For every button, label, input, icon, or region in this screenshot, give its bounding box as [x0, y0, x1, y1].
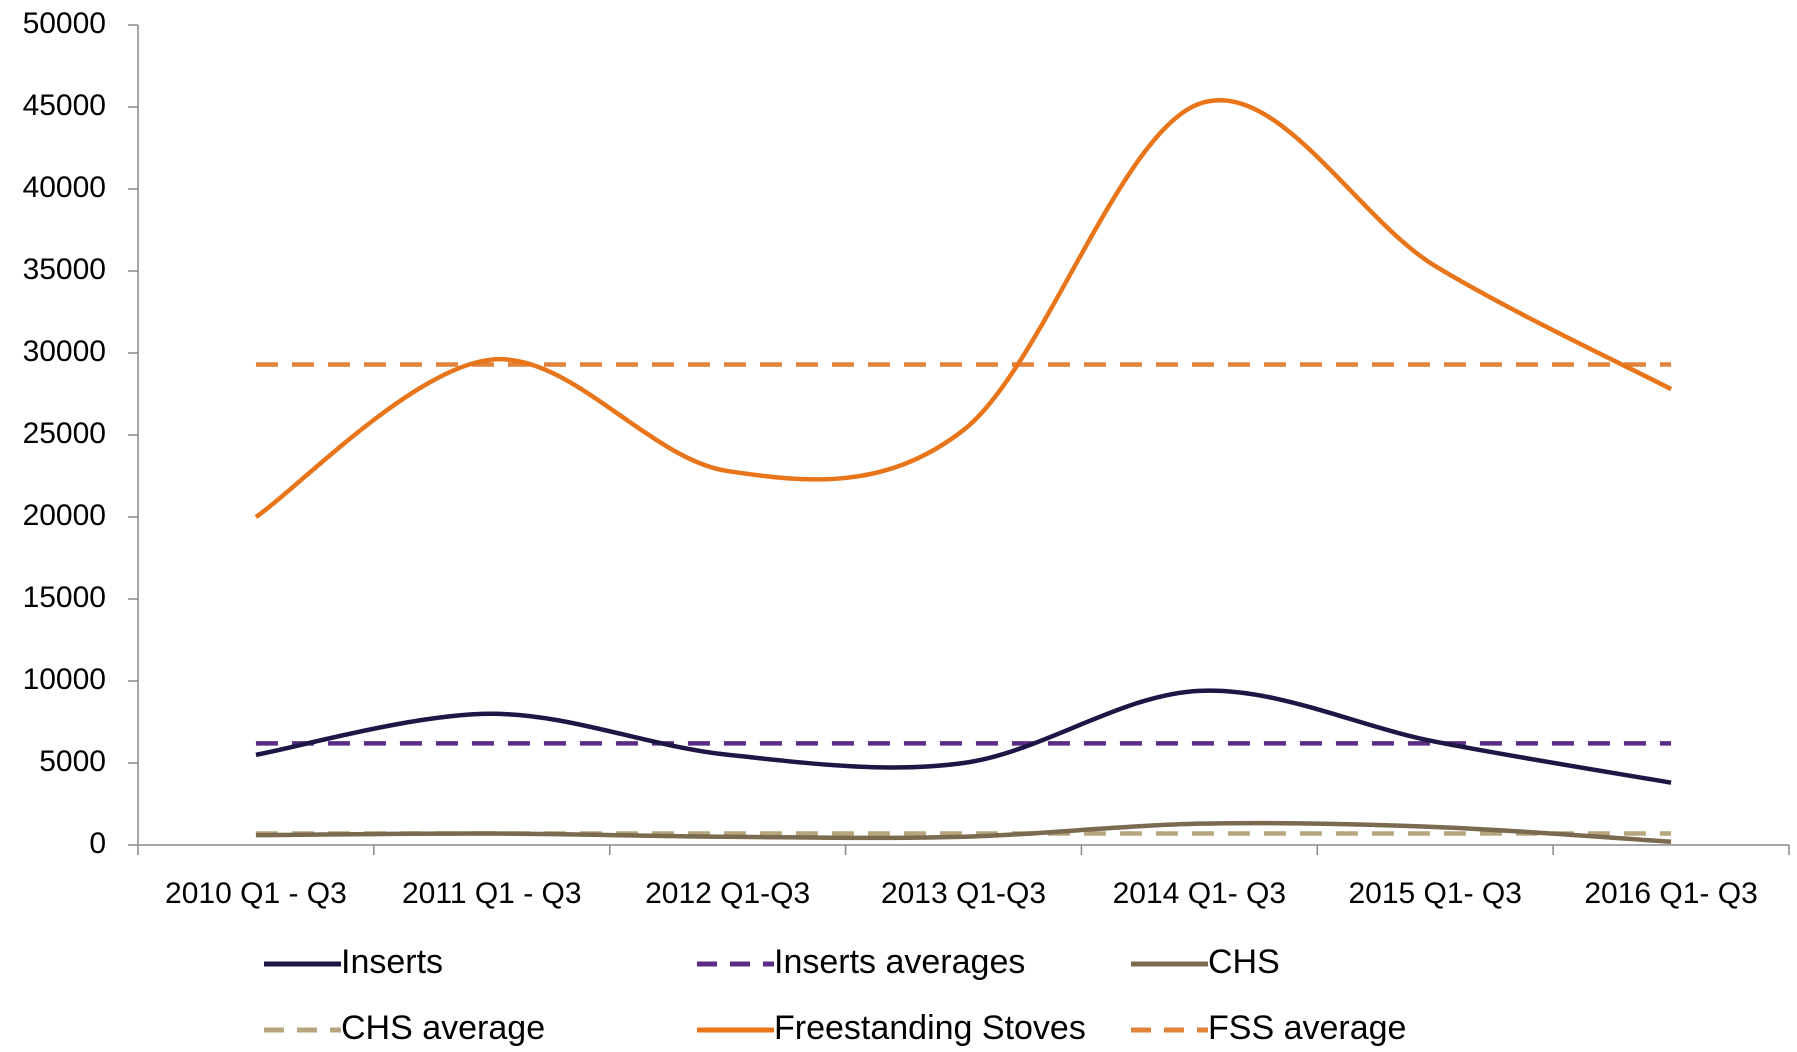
y-tick-label: 10000 [23, 663, 106, 696]
x-tick-label: 2011 Q1 - Q3 [402, 877, 582, 910]
x-tick-label: 2010 Q1 - Q3 [165, 877, 347, 910]
legend-label: CHS average [341, 1009, 545, 1047]
y-tick-label: 5000 [39, 745, 106, 778]
x-tick-label: 2015 Q1- Q3 [1348, 877, 1521, 910]
x-tick-label: 2013 Q1-Q3 [881, 877, 1046, 910]
y-tick-label: 30000 [23, 335, 106, 368]
series-line [255, 688, 1672, 785]
y-tick-label: 50000 [23, 7, 106, 40]
y-tick-label: 15000 [23, 581, 106, 614]
legend-label: CHS [1208, 943, 1280, 981]
y-tick-label: 20000 [23, 499, 106, 532]
y-tick-label: 25000 [23, 417, 106, 450]
legend-label: Freestanding Stoves [774, 1009, 1086, 1047]
x-tick-label: 2014 Q1- Q3 [1113, 877, 1286, 910]
x-tick-label: 2016 Q1- Q3 [1584, 877, 1757, 910]
legend-label: Inserts [341, 943, 443, 981]
legend: Inserts Inserts averages CHS CHS average Fre… [264, 943, 1406, 1047]
y-tick-label: 0 [89, 827, 106, 860]
y-tick-label: 35000 [23, 253, 106, 286]
y-tick-label: 45000 [23, 89, 106, 122]
series-line [255, 820, 1672, 844]
legend-label: Inserts averages [774, 943, 1025, 981]
y-tick-label: 40000 [23, 171, 106, 204]
x-tick-label: 2012 Q1-Q3 [645, 877, 810, 910]
legend-label: FSS average [1208, 1009, 1406, 1047]
series-line [254, 98, 1673, 519]
